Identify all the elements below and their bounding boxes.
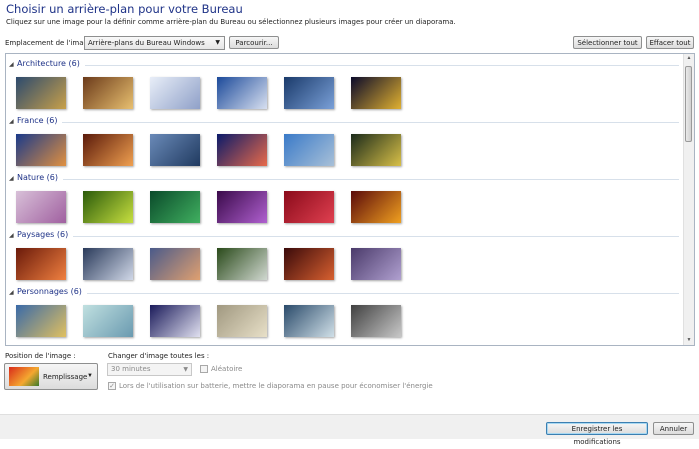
group-divider [73, 236, 679, 237]
wallpaper-thumbnail[interactable] [351, 305, 401, 337]
group-name: Personnages (6) [17, 287, 82, 296]
wallpaper-thumbnail[interactable] [351, 248, 401, 280]
page-subtitle: Cliquez sur une image pour la définir co… [6, 18, 456, 26]
wallpaper-thumbnail[interactable] [16, 305, 66, 337]
page-title: Choisir un arrière-plan pour votre Burea… [6, 2, 243, 16]
group-header[interactable]: ◢ Nature (6) [9, 173, 683, 185]
wallpaper-thumbnail[interactable] [284, 77, 334, 109]
browse-button[interactable]: Parcourir... [229, 36, 279, 49]
group-divider [62, 122, 679, 123]
group-header[interactable]: ◢ Paysages (6) [9, 230, 683, 242]
location-select-value: Arrière-plans du Bureau Windows [88, 39, 205, 47]
wallpaper-thumbnail[interactable] [217, 248, 267, 280]
location-select[interactable]: Arrière-plans du Bureau Windows ▼ [84, 36, 225, 50]
interval-value: 30 minutes [111, 365, 151, 373]
location-label: Emplacement de l'image : [5, 39, 97, 47]
collapse-triangle-icon[interactable]: ◢ [9, 62, 14, 68]
wallpaper-thumbnail[interactable] [217, 77, 267, 109]
shuffle-label: Aléatoire [211, 365, 243, 373]
save-button[interactable]: Enregistrer les modifications [546, 422, 648, 446]
wallpaper-thumbnail[interactable] [16, 134, 66, 166]
clear-all-button[interactable]: Effacer tout [646, 36, 694, 49]
chevron-down-icon: ▼ [87, 373, 93, 379]
scroll-down-icon[interactable]: ▼ [686, 337, 692, 343]
group-divider [63, 179, 679, 180]
scroll-thumb[interactable] [685, 66, 692, 142]
wallpaper-thumbnail[interactable] [150, 305, 200, 337]
wallpaper-thumbnail[interactable] [83, 191, 133, 223]
collapse-triangle-icon[interactable]: ◢ [9, 233, 14, 239]
wallpaper-thumbnail[interactable] [150, 191, 200, 223]
scroll-up-icon[interactable]: ▲ [686, 55, 692, 61]
shuffle-checkbox[interactable] [200, 365, 208, 373]
select-all-button[interactable]: Sélectionner tout [573, 36, 642, 49]
wallpaper-thumbnail[interactable] [83, 77, 133, 109]
group-header[interactable]: ◢ Personnages (6) [9, 287, 683, 299]
position-preview-image [9, 367, 39, 386]
group-divider [85, 65, 679, 66]
wallpaper-thumbnail[interactable] [16, 191, 66, 223]
group-name: France (6) [17, 116, 58, 125]
wallpaper-thumbnail[interactable] [351, 191, 401, 223]
position-label: Position de l'image : [5, 352, 76, 360]
group-name: Nature (6) [17, 173, 59, 182]
position-value: Remplissage [43, 373, 88, 381]
group-header[interactable]: ◢ Architecture (6) [9, 59, 683, 71]
wallpaper-thumbnail[interactable] [16, 248, 66, 280]
group-divider [87, 293, 679, 294]
wallpaper-thumbnail[interactable] [217, 134, 267, 166]
collapse-triangle-icon[interactable]: ◢ [9, 119, 14, 125]
group-name: Architecture (6) [17, 59, 80, 68]
battery-label: Lors de l'utilisation sur batterie, mett… [119, 382, 433, 390]
wallpaper-thumbnail[interactable] [284, 191, 334, 223]
footer-bar: Enregistrer les modifications Annuler [0, 414, 699, 446]
position-dropdown[interactable]: Remplissage ▼ [4, 363, 98, 390]
battery-checkbox[interactable]: ✓ [108, 382, 116, 390]
interval-select[interactable]: 30 minutes ▼ [107, 363, 192, 376]
wallpaper-thumbnail[interactable] [284, 305, 334, 337]
wallpaper-thumbnail[interactable] [83, 134, 133, 166]
group-name: Paysages (6) [17, 230, 69, 239]
gallery-scrollbar[interactable]: ▲ ▼ [683, 54, 694, 345]
wallpaper-thumbnail[interactable] [16, 77, 66, 109]
wallpaper-thumbnail[interactable] [83, 305, 133, 337]
wallpaper-thumbnail[interactable] [351, 134, 401, 166]
cancel-button[interactable]: Annuler [653, 422, 694, 435]
chevron-down-icon: ▼ [215, 39, 220, 46]
checkmark-icon: ✓ [109, 383, 115, 390]
wallpaper-thumbnail[interactable] [150, 134, 200, 166]
wallpaper-thumbnail[interactable] [83, 248, 133, 280]
wallpaper-gallery[interactable]: ◢ Architecture (6) ◢ France (6) ◢ Nature (6) ◢… [5, 53, 695, 346]
interval-label: Changer d'image toutes les : [108, 352, 210, 360]
wallpaper-thumbnail[interactable] [351, 77, 401, 109]
collapse-triangle-icon[interactable]: ◢ [9, 290, 14, 296]
wallpaper-thumbnail[interactable] [150, 248, 200, 280]
wallpaper-thumbnail[interactable] [217, 191, 267, 223]
collapse-triangle-icon[interactable]: ◢ [9, 176, 14, 182]
wallpaper-thumbnail[interactable] [284, 248, 334, 280]
group-header[interactable]: ◢ France (6) [9, 116, 683, 128]
wallpaper-thumbnail[interactable] [217, 305, 267, 337]
wallpaper-thumbnail[interactable] [150, 77, 200, 109]
wallpaper-thumbnail[interactable] [284, 134, 334, 166]
chevron-down-icon: ▼ [183, 366, 188, 373]
